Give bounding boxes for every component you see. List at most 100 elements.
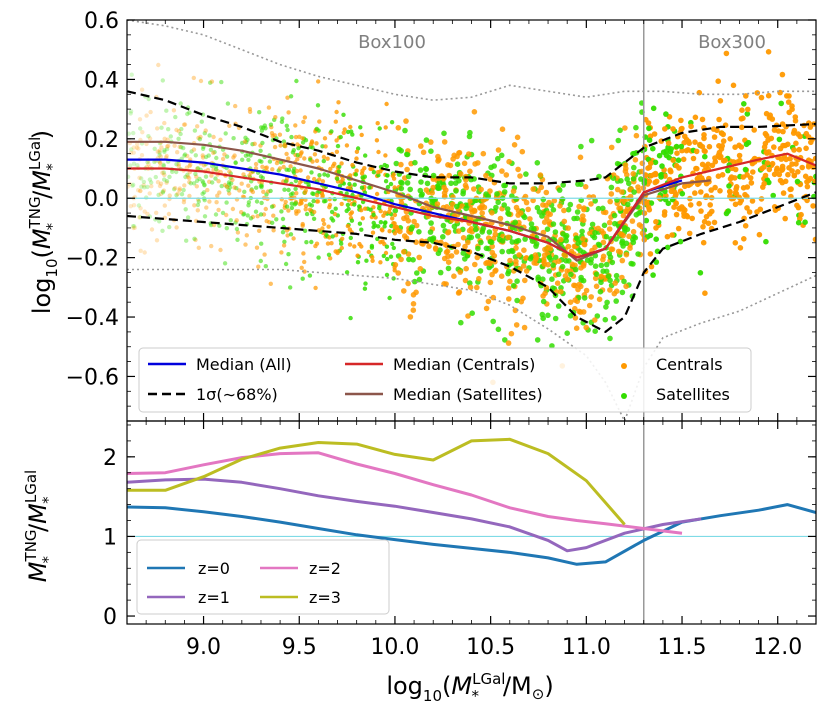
central-point [426,243,432,250]
central-point [246,183,251,188]
satellite-point [445,265,452,272]
satellite-point [207,133,212,138]
satellite-point [573,235,580,241]
central-point [359,244,364,249]
central-point [295,142,300,147]
series-z-3 [127,437,626,526]
central-point [158,191,164,197]
central-point [645,165,651,171]
satellite-point [243,135,248,140]
central-point [508,330,515,337]
central-point [619,189,625,195]
satellite-point [667,149,674,155]
central-point [462,182,469,189]
central-point [647,251,654,257]
satellite-point [203,154,209,160]
satellite-point [648,200,655,206]
central-point [347,227,353,232]
satellite-point [621,278,627,285]
satellite-point [577,247,583,254]
central-point [673,200,679,207]
central-point [297,201,302,207]
central-point [320,179,326,184]
central-point [588,294,594,300]
satellite-point [214,155,219,161]
satellite-point [441,130,447,137]
satellite-point [408,226,415,232]
central-point [158,154,163,159]
satellite-point [550,207,557,213]
satellite-point [226,182,232,187]
central-point [220,156,226,162]
central-point [797,133,803,140]
satellite-point [321,158,326,164]
central-point [441,184,447,191]
central-point [623,251,630,258]
satellite-point [156,192,161,198]
satellite-point [206,153,211,158]
satellite-point [506,211,512,217]
central-point [686,230,693,237]
satellite-point [329,129,334,134]
central-point [326,224,331,229]
central-point [256,264,261,269]
bottom-legend-frame [136,539,390,615]
satellite-point [300,140,306,145]
central-point [698,189,704,195]
central-point [461,160,468,167]
satellite-point [559,196,566,202]
central-point [136,188,141,193]
satellite-point [533,243,539,249]
central-point [328,256,333,261]
satellite-point [224,226,229,231]
satellite-point [226,188,231,193]
central-point [653,178,660,185]
satellite-point [611,212,618,219]
satellite-point [362,174,367,179]
central-point [581,241,587,247]
satellite-point [498,152,505,159]
central-point [222,152,227,157]
satellite-point [725,167,731,174]
satellite-point [619,240,625,246]
central-point [392,262,399,268]
central-point [340,236,345,241]
satellite-point [259,125,264,130]
annotation-box100: Box100 [358,32,426,53]
satellite-point [270,220,275,225]
central-point [487,188,493,194]
satellite-point [227,185,233,190]
satellite-point [181,145,186,151]
central-point [234,218,239,223]
central-point [166,211,172,217]
x-axis-label: log10(MLGal */M⊙) [386,670,553,705]
central-point [703,194,709,201]
central-point [138,206,143,211]
satellite-point [362,286,368,291]
central-point [286,156,291,161]
top-y-tick-label: −0.2 [66,247,119,272]
central-point [754,209,760,215]
central-point [791,127,798,134]
central-point [792,114,799,120]
satellite-point [164,108,169,113]
satellite-point [141,179,147,185]
satellite-point [603,233,610,240]
satellite-point [653,236,659,242]
central-point [340,177,345,182]
satellite-point [129,72,134,77]
satellite-point [213,212,219,217]
satellite-point [539,311,546,318]
satellite-point [633,124,639,131]
satellite-point [174,193,179,198]
central-point [193,237,198,243]
satellite-point [552,229,559,235]
x-tick-label: 11.5 [658,635,707,660]
central-point [558,288,564,295]
satellite-point [477,268,484,274]
central-point [507,278,513,285]
satellite-point [257,110,262,115]
central-point [216,179,221,184]
central-point [572,315,579,321]
central-point [233,103,238,109]
